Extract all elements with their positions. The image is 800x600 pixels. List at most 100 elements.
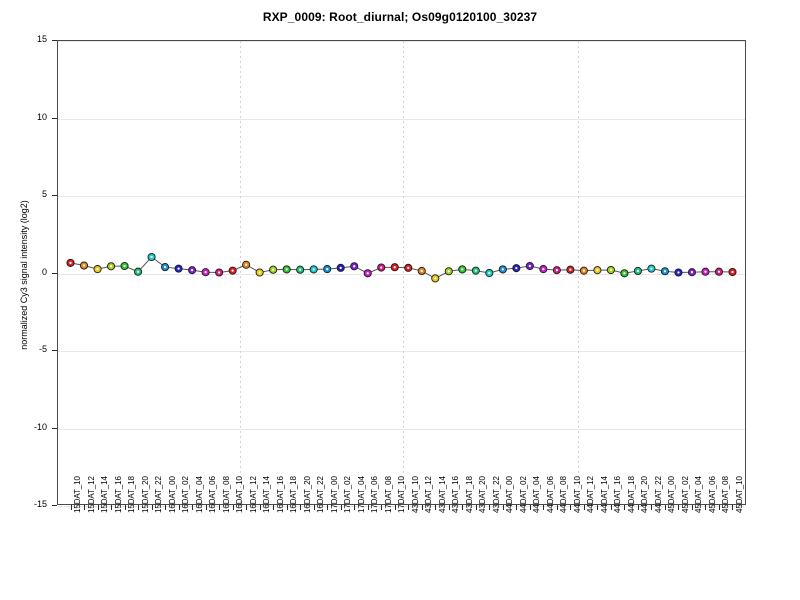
y-tick-mark [52,40,57,41]
x-tick-mark [300,505,302,510]
x-tick-label: 15DAT_14 [100,476,110,513]
x-tick-mark [664,505,666,510]
y-tick-label: 15 [36,34,47,44]
x-tick-label: 45DAT_08 [721,476,731,513]
gridline-horizontal [58,351,745,352]
x-tick-mark [475,505,477,510]
x-tick-mark [448,505,450,510]
y-tick-label: 0 [41,266,47,277]
x-tick-mark [543,505,545,510]
group-separator [402,41,404,504]
x-tick-label: 44DAT_00 [505,476,515,513]
x-tick-mark [192,505,194,510]
gridline-horizontal [58,196,745,197]
x-tick-label: 44DAT_20 [640,476,650,513]
x-tick-mark [340,505,342,510]
x-tick-label: 16DAT_20 [302,476,312,513]
x-tick-mark [691,505,693,510]
x-tick-mark [124,505,126,510]
x-tick-mark [597,505,599,510]
x-tick-label: 44DAT_10 [572,476,582,513]
x-tick-label: 44DAT_18 [626,476,636,513]
x-tick-label: 16DAT_10 [235,476,245,513]
x-tick-label: 16DAT_14 [262,476,272,513]
x-tick-mark [394,505,396,510]
x-tick-mark [408,505,410,510]
x-tick-mark [678,505,680,510]
x-tick-label: 43DAT_20 [478,476,488,513]
x-tick-mark [219,505,221,510]
x-tick-label: 16DAT_08 [221,476,231,513]
gridline-horizontal [58,506,745,507]
x-tick-mark [286,505,288,510]
x-tick-mark [259,505,261,510]
y-tick-mark [52,350,57,351]
x-tick-label: 16DAT_16 [275,476,285,513]
x-tick-label: 17DAT_06 [370,476,380,513]
x-tick-mark [637,505,639,510]
x-tick-mark [435,505,437,510]
x-tick-label: 15DAT_20 [140,476,150,513]
x-tick-label: 15DAT_16 [113,476,123,513]
x-tick-mark [232,505,234,510]
x-tick-label: 17DAT_04 [356,476,366,513]
x-tick-label: 45DAT_04 [694,476,704,513]
x-tick-mark [354,505,356,510]
x-tick-label: 16DAT_06 [208,476,218,513]
x-tick-mark [718,505,720,510]
x-tick-mark [151,505,153,510]
y-tick-label: 10 [36,111,47,122]
y-tick-label: -15 [33,499,47,509]
y-tick-mark [52,117,57,119]
x-tick-label: 43DAT_12 [424,476,434,513]
x-tick-mark [556,505,558,510]
x-tick-mark [462,505,464,510]
x-tick-label: 17DAT_08 [383,476,393,513]
gridline-horizontal [58,428,745,430]
y-tick-mark [52,272,57,274]
gridline-horizontal [58,118,745,120]
x-tick-label: 15DAT_12 [86,476,96,513]
x-tick-label: 16DAT_02 [181,476,191,513]
x-tick-mark [516,505,518,510]
x-tick-label: 45DAT_02 [680,476,690,513]
x-tick-mark [570,505,572,510]
x-tick-mark [651,505,653,510]
x-tick-label: 43DAT_16 [451,476,461,513]
x-tick-label: 43DAT_14 [437,476,447,513]
x-tick-label: 16DAT_00 [167,476,177,513]
x-tick-mark [246,505,248,510]
x-tick-mark [624,505,626,510]
x-tick-label: 44DAT_22 [653,476,663,513]
x-tick-mark [732,505,734,510]
x-tick-mark [583,505,585,510]
x-tick-label: 45DAT_00 [667,476,677,513]
x-tick-mark [502,505,504,510]
x-tick-mark [367,505,369,510]
x-tick-label: 45DAT_10 [734,476,744,513]
x-tick-label: 44DAT_12 [586,476,596,513]
x-tick-label: 15DAT_22 [154,476,164,513]
x-tick-label: 16DAT_04 [194,476,204,513]
x-tick-mark [421,505,423,510]
x-tick-label: 43DAT_18 [464,476,474,513]
x-tick-mark [205,505,207,510]
group-separator [578,41,580,504]
x-tick-label: 15DAT_10 [73,476,82,513]
plot-area [57,40,746,507]
y-tick-label: -5 [38,344,47,354]
group-separator [240,41,242,504]
x-tick-label: 44DAT_08 [559,476,569,513]
y-tick-label: -10 [33,421,47,432]
x-tick-mark [273,505,275,510]
x-tick-label: 17DAT_00 [329,476,339,513]
x-tick-mark [138,505,140,510]
x-tick-label: 17DAT_02 [343,476,353,513]
x-tick-mark [705,505,707,510]
x-tick-mark [610,505,612,510]
y-tick-mark [52,505,57,506]
x-tick-label: 16DAT_18 [289,476,299,513]
x-tick-mark [381,505,383,510]
x-tick-label: 15DAT_18 [127,476,137,513]
x-tick-label: 16DAT_22 [316,476,326,513]
